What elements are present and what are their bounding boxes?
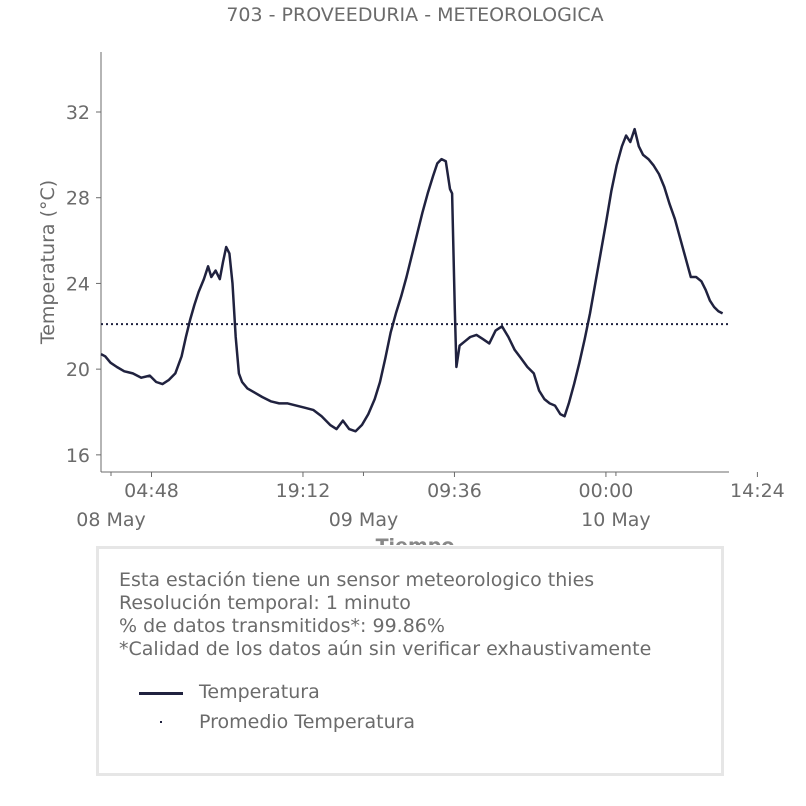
x-tick-label: 14:24 (730, 480, 785, 502)
series-layer (100, 127, 729, 433)
y-tick-label: 24 (66, 273, 90, 295)
x-date-label: 08 May (76, 509, 146, 531)
x-tick-label: 04:48 (124, 480, 179, 502)
y-tick-label: 16 (66, 445, 90, 467)
legend-line-swatch (139, 692, 183, 695)
info-line-sensor: Esta estación tiene un sensor meteorolog… (119, 569, 595, 591)
x-tick-label: 00:00 (579, 480, 634, 502)
x-tick-label: 09:36 (427, 480, 482, 502)
y-tick-label: 32 (66, 102, 90, 124)
x-date-label: 09 May (329, 509, 399, 531)
info-line-transmitted: % de datos transmitidos*: 99.86% (119, 615, 445, 637)
x-tick-label: 19:12 (276, 480, 331, 502)
y-tick-label: 20 (66, 359, 90, 381)
y-axis-label: Temperatura (°C) (37, 180, 59, 345)
y-tick-label: 28 (66, 188, 90, 210)
chart-title: 703 - PROVEEDURIA - METEOROLOGICA (226, 4, 603, 26)
axes: 16 20 24 28 32 04:48 19:12 09:36 00:00 14:24 08 Ma… (66, 52, 785, 531)
legend-dot-swatch (160, 721, 162, 723)
info-line-quality: *Calidad de los datos aún sin verificar … (119, 638, 652, 660)
info-legend-box: Esta estación tiene un sensor meteorolog… (96, 546, 724, 776)
temperature-chart: 703 - PROVEEDURIA - METEOROLOGICA 16 20 24… (37, 4, 785, 545)
x-axis-label: Tiempo (376, 535, 455, 545)
temperature-line (100, 127, 724, 433)
legend-label: Temperatura (199, 681, 320, 703)
info-line-resolution: Resolución temporal: 1 minuto (119, 592, 411, 614)
x-date-label: 10 May (581, 509, 651, 531)
legend-label: Promedio Temperatura (199, 711, 416, 733)
